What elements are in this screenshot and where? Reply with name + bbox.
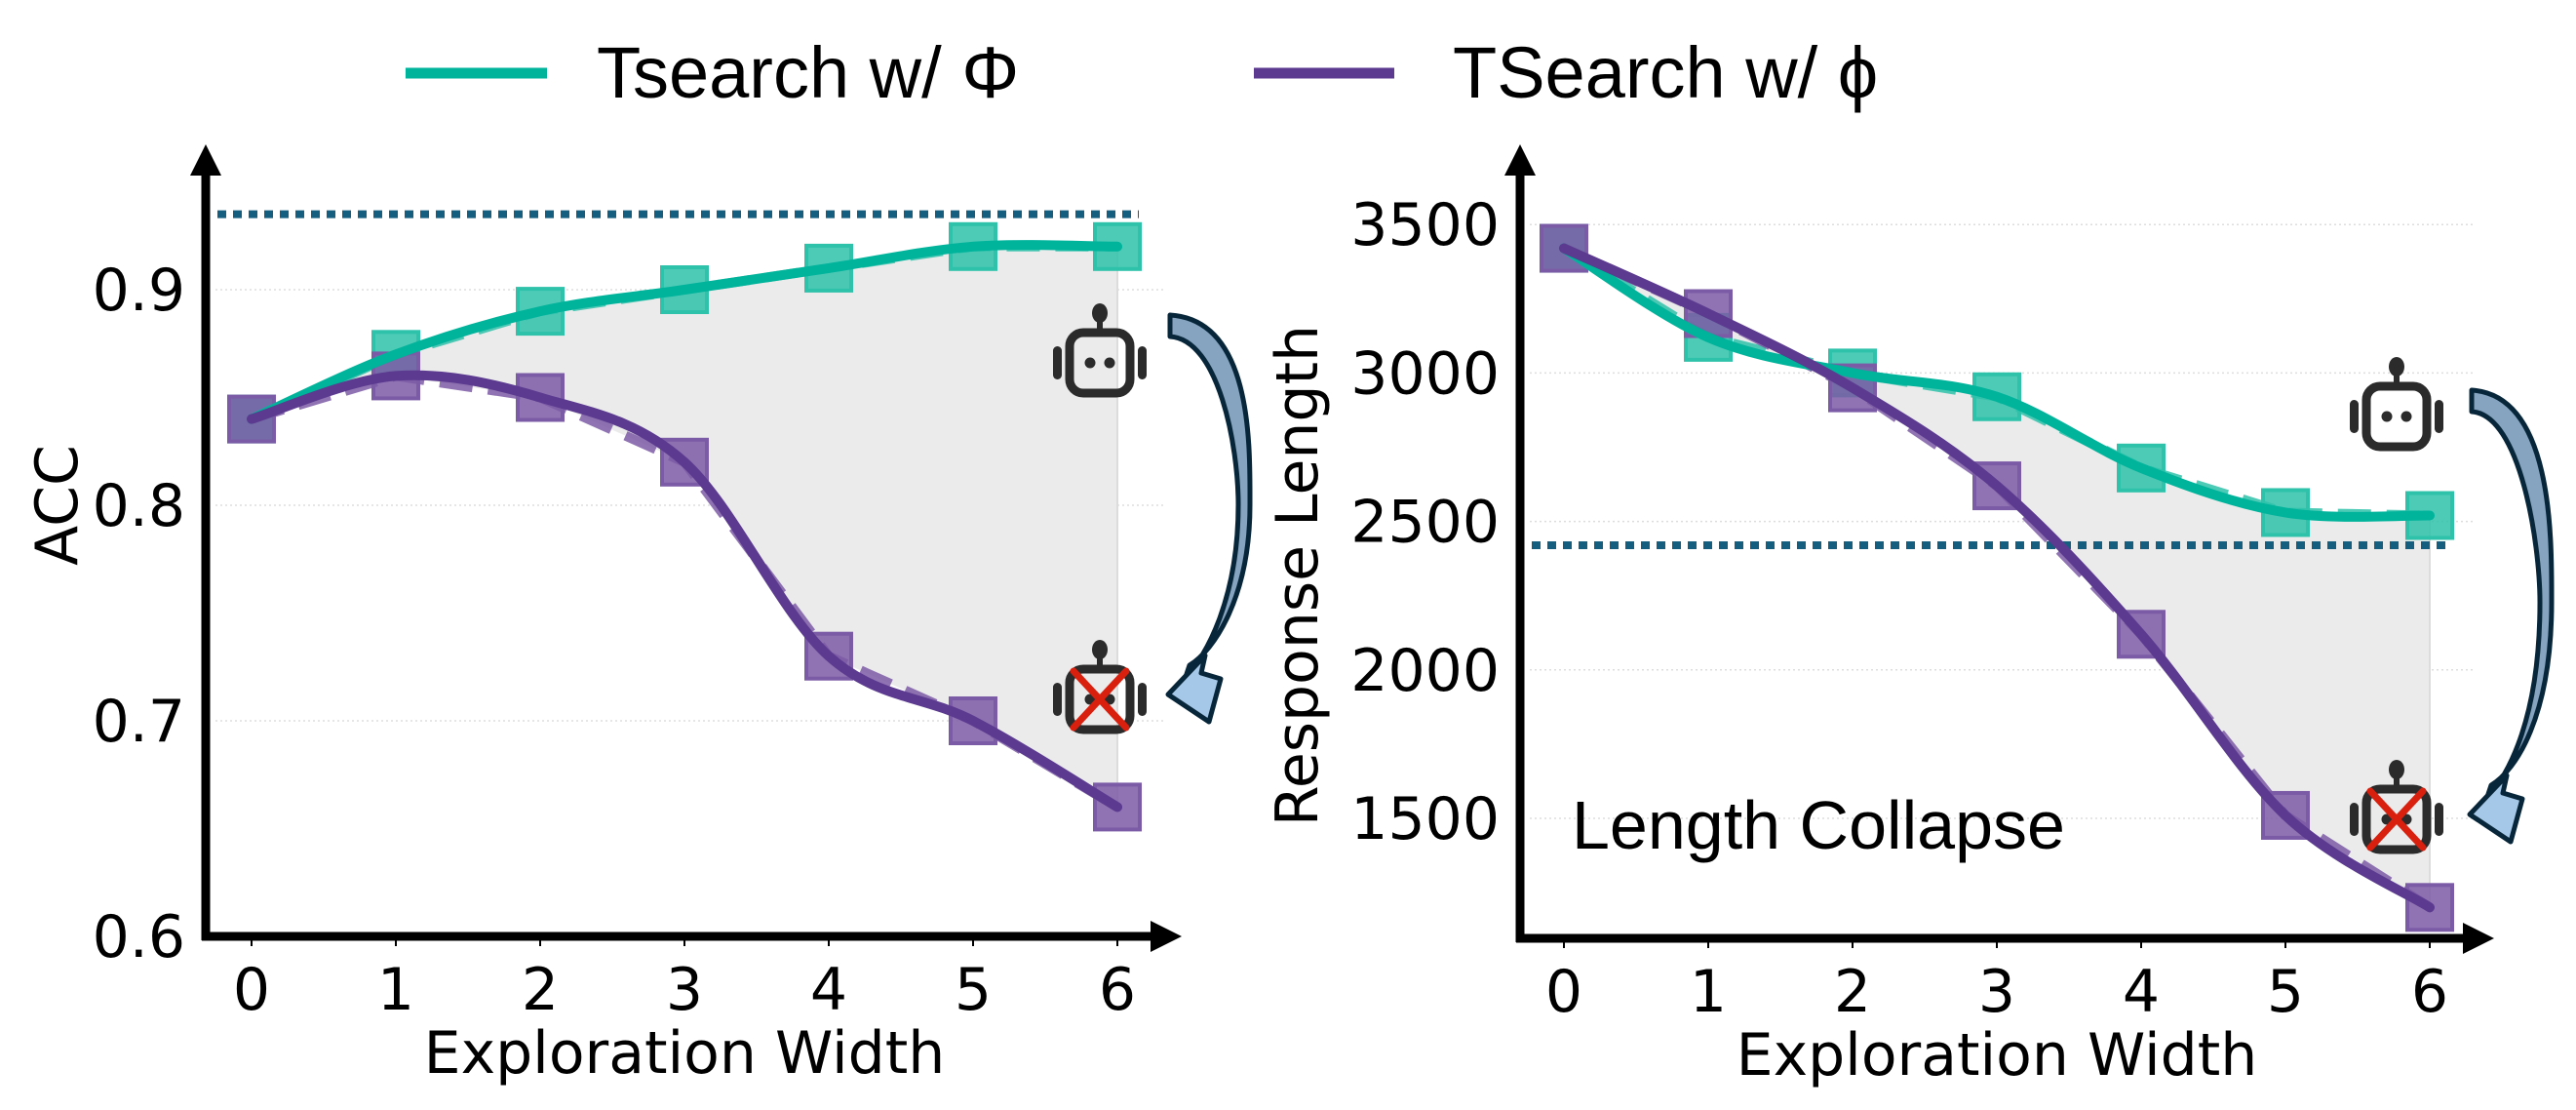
legend: Tsearch w/ Φ TSearch w/ ϕ	[406, 32, 1878, 113]
x-tick-label: 5	[2267, 958, 2304, 1026]
x-tick-label: 4	[810, 956, 847, 1024]
y-tick-label: 0.7	[93, 688, 185, 756]
fill-between-area	[1564, 248, 2430, 908]
annotation-icons	[2350, 357, 2555, 854]
x-axis-title: Exploration Width	[1737, 1021, 2258, 1090]
x-tick-label: 3	[666, 956, 703, 1024]
axes	[1504, 144, 2494, 954]
robot-head	[1065, 664, 1135, 734]
series-layer	[227, 221, 1142, 832]
robot-ear	[1138, 346, 1147, 379]
arrow-head	[1165, 653, 1224, 725]
robot-ear	[1138, 683, 1147, 716]
robot-ear	[2435, 803, 2443, 836]
robot-ear	[1053, 346, 1062, 379]
arrow-head	[2467, 773, 2525, 845]
robot-ear	[1053, 683, 1062, 716]
robot-antenna-stem	[2394, 375, 2400, 386]
data-point-purple	[949, 696, 997, 745]
robot-icon	[2350, 357, 2443, 452]
x-tick-label: 1	[1690, 958, 1727, 1026]
chart-response-length: 1500 2000 2500 3000 3500 0 1 2 3 4 5 6 E…	[1264, 144, 2555, 1090]
robot-eye	[1084, 357, 1096, 369]
x-tick-label: 6	[2411, 958, 2448, 1026]
x-tick-label: 2	[522, 956, 559, 1024]
legend-item-tsearch-Phi: Tsearch w/ Φ	[406, 32, 1019, 113]
robot-ear	[2350, 803, 2359, 836]
robot-eye	[2400, 411, 2412, 422]
fill-between-area	[252, 246, 1117, 808]
robot-antenna-tip	[1092, 303, 1108, 323]
y-axis-arrow-icon	[1504, 144, 1536, 176]
x-tick-label: 0	[1545, 958, 1582, 1026]
y-tick-label: 0.8	[93, 472, 185, 540]
y-tick-labels: 1500 2000 2500 3000 3500	[1350, 191, 1500, 853]
x-tick-label: 6	[1099, 956, 1136, 1024]
robot-eye	[1104, 357, 1115, 369]
x-tick-label: 3	[1978, 958, 2015, 1026]
curved-arrow-icon	[2467, 387, 2555, 845]
y-tick-label: 3500	[1350, 191, 1500, 259]
y-tick-label: 0.6	[93, 903, 185, 971]
series-line-purple	[247, 370, 1122, 813]
y-tick-label: 0.9	[93, 257, 185, 325]
robot-antenna-tip	[2389, 760, 2404, 779]
y-tick-label: 2500	[1350, 489, 1500, 557]
series-layer	[1540, 223, 2454, 932]
robot-head	[2361, 381, 2432, 452]
series-line-purple	[1559, 243, 2435, 913]
robot-ear	[2435, 400, 2443, 433]
series-line-teal	[1559, 243, 2435, 522]
robot-antenna-stem	[1097, 321, 1103, 333]
y-tick-label: 3000	[1350, 339, 1500, 408]
robot-antenna-tip	[2389, 357, 2404, 377]
x-tick-label: 2	[1834, 958, 1871, 1026]
x-axis-title: Exploration Width	[424, 1019, 946, 1088]
y-axis-title: ACC	[23, 445, 92, 566]
y-tick-labels: 0.6 0.7 0.8 0.9	[93, 257, 185, 971]
robot-ear	[2350, 400, 2359, 433]
robot-head	[2361, 784, 2432, 854]
legend-item-tsearch-phi: TSearch w/ ϕ	[1254, 32, 1878, 113]
annotation-icons	[1053, 303, 1253, 734]
length-collapse-annotation: Length Collapse	[1572, 787, 2065, 863]
y-tick-label: 1500	[1350, 785, 1500, 853]
x-tick-labels: 0 1 2 3 4 5 6	[233, 956, 1136, 1024]
x-axis-arrow-icon	[1151, 921, 1182, 952]
x-tick-label: 4	[2123, 958, 2160, 1026]
robot-antenna-stem	[2394, 777, 2400, 789]
cross-stroke	[1070, 667, 1130, 732]
y-tick-label: 2000	[1350, 637, 1500, 705]
x-tick-labels: 0 1 2 3 4 5 6	[1545, 958, 2448, 1026]
robot-crossed-icon	[2350, 760, 2443, 854]
y-axis-arrow-icon	[190, 144, 221, 176]
chart-acc: 0.6 0.7 0.8 0.9 0 1 2 3 4 5 6 Exploratio…	[23, 144, 1253, 1088]
robot-eye	[2381, 411, 2393, 422]
robot-icon	[1053, 303, 1147, 398]
cross-stroke	[2366, 787, 2427, 852]
robot-antenna-tip	[1092, 640, 1108, 659]
y-axis-title: Response Length	[1264, 325, 1332, 826]
arrow-body	[1167, 312, 1253, 680]
robot-antenna-stem	[1097, 657, 1103, 669]
curved-arrow-icon	[1165, 312, 1253, 725]
x-tick-label: 1	[377, 956, 414, 1024]
series-line-teal	[247, 240, 1122, 424]
robot-crossed-icon	[1053, 640, 1147, 734]
axes	[190, 144, 1182, 952]
x-axis-arrow-icon	[2463, 923, 2494, 954]
robot-head	[1065, 328, 1135, 398]
legend-label: Tsearch w/ Φ	[597, 32, 1019, 113]
x-tick-label: 0	[233, 956, 270, 1024]
legend-label: TSearch w/ ϕ	[1453, 32, 1878, 113]
x-tick-label: 5	[955, 956, 992, 1024]
arrow-body	[2469, 387, 2555, 800]
